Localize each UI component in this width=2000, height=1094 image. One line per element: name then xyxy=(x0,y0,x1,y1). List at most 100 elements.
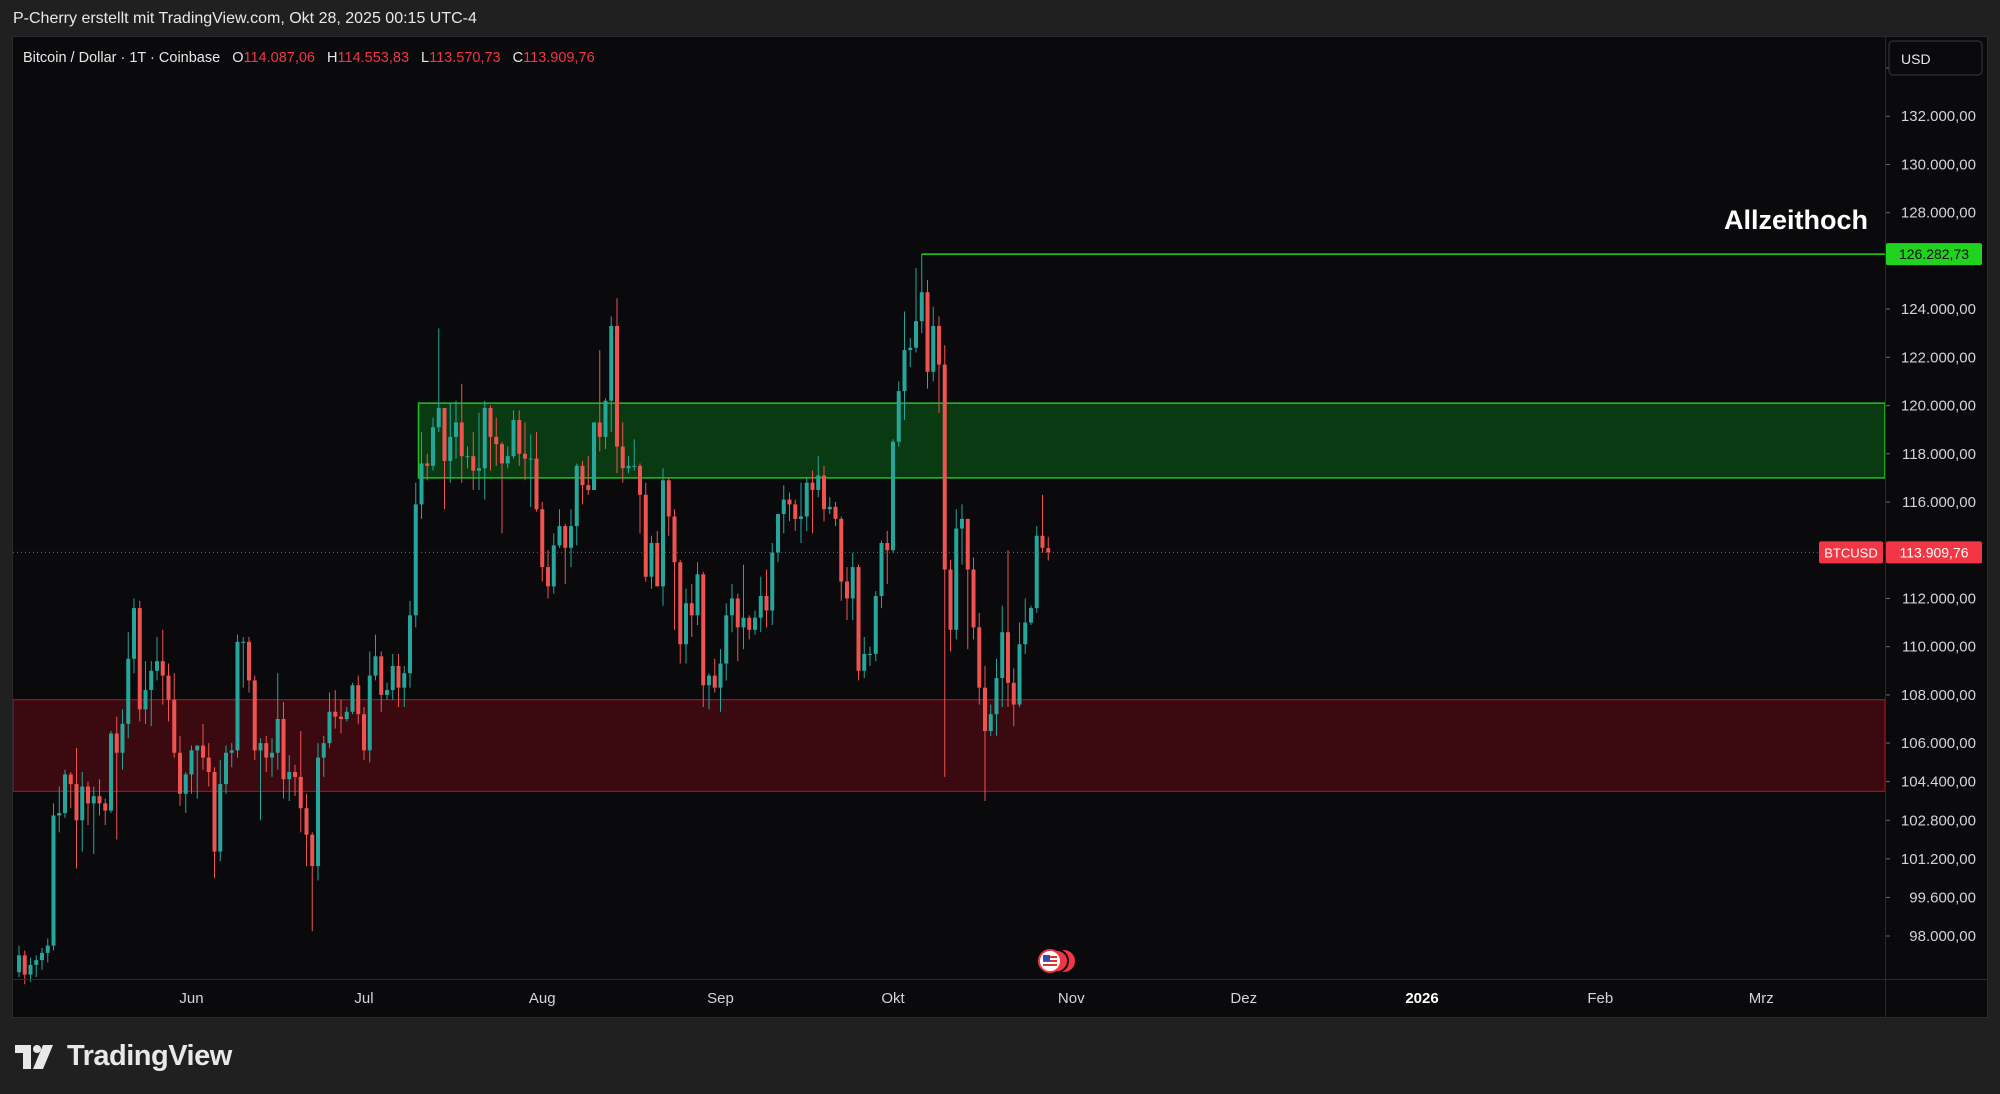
candle-body[interactable] xyxy=(413,504,418,616)
time-axis[interactable]: Jun Jul Aug Sep Okt Nov Dez 2026 Feb Mrz xyxy=(179,990,1773,1007)
candle-body[interactable] xyxy=(971,569,976,628)
candle-body[interactable] xyxy=(833,506,838,519)
candle-body[interactable] xyxy=(321,743,326,758)
candle-body[interactable] xyxy=(385,690,389,695)
candle-body[interactable] xyxy=(718,663,723,688)
candle-body[interactable] xyxy=(960,518,964,529)
candle-body[interactable] xyxy=(770,552,775,611)
candle-body[interactable] xyxy=(977,627,982,688)
candle-body[interactable] xyxy=(494,436,499,445)
candle-body[interactable] xyxy=(34,960,39,965)
candle-body[interactable] xyxy=(120,723,125,753)
candle-body[interactable] xyxy=(235,641,240,751)
candle-body[interactable] xyxy=(822,475,826,510)
candle-body[interactable] xyxy=(937,325,941,365)
currency-button[interactable]: USD xyxy=(1888,40,1983,76)
candle-body[interactable] xyxy=(178,752,182,794)
candle-body[interactable] xyxy=(114,733,119,753)
candle-body[interactable] xyxy=(615,325,619,447)
candle-body[interactable] xyxy=(166,675,171,700)
candle-body[interactable] xyxy=(724,615,729,664)
resistance-zone[interactable] xyxy=(417,402,1886,479)
candle-body[interactable] xyxy=(925,292,930,372)
candle-body[interactable] xyxy=(678,562,683,645)
candle-body[interactable] xyxy=(287,772,292,780)
candle-body[interactable] xyxy=(620,446,625,469)
candle-body[interactable] xyxy=(1017,644,1022,705)
candle-body[interactable] xyxy=(390,665,395,691)
candle-body[interactable] xyxy=(603,400,608,437)
candle-body[interactable] xyxy=(402,673,407,688)
candle-body[interactable] xyxy=(707,675,711,686)
candle-body[interactable] xyxy=(281,719,286,780)
candle-body[interactable] xyxy=(546,567,550,587)
candle-body[interactable] xyxy=(839,518,844,582)
candle-body[interactable] xyxy=(810,482,815,490)
candle-body[interactable] xyxy=(954,528,959,630)
candle-body[interactable] xyxy=(827,506,832,510)
candle-body[interactable] xyxy=(252,680,257,751)
candle-body[interactable] xyxy=(333,711,338,717)
candle-body[interactable] xyxy=(511,420,516,457)
candle-body[interactable] xyxy=(856,567,861,671)
candle-body[interactable] xyxy=(74,784,79,821)
candle-body[interactable] xyxy=(505,456,510,464)
candle-body[interactable] xyxy=(316,757,320,867)
candle-body[interactable] xyxy=(804,482,809,517)
candle-body[interactable] xyxy=(189,750,194,775)
events-flag-icon[interactable] xyxy=(1038,949,1075,973)
candle-body[interactable] xyxy=(22,955,27,975)
candle-body[interactable] xyxy=(97,796,102,804)
candle-body[interactable] xyxy=(63,774,67,814)
candle-body[interactable] xyxy=(500,444,504,464)
candle-body[interactable] xyxy=(580,465,585,486)
candle-body[interactable] xyxy=(551,545,556,587)
candle-body[interactable] xyxy=(477,468,481,471)
candle-body[interactable] xyxy=(638,465,642,495)
candle-body[interactable] xyxy=(275,719,280,753)
candle-body[interactable] xyxy=(758,596,763,618)
candle-body[interactable] xyxy=(914,321,918,348)
candle-body[interactable] xyxy=(454,422,458,437)
candle-body[interactable] xyxy=(557,526,562,546)
candle-body[interactable] xyxy=(816,475,821,490)
candle-body[interactable] xyxy=(459,422,464,457)
candle-body[interactable] xyxy=(632,465,637,467)
candle-body[interactable] xyxy=(155,661,159,671)
candle-body[interactable] xyxy=(948,569,953,630)
symbol-name[interactable]: Bitcoin / Dollar · 1T · Coinbase xyxy=(23,50,220,66)
candle-body[interactable] xyxy=(896,391,901,442)
candle-body[interactable] xyxy=(643,494,648,577)
candle-body[interactable] xyxy=(379,656,384,695)
candle-body[interactable] xyxy=(258,743,263,751)
candle-body[interactable] xyxy=(655,542,660,587)
candle-body[interactable] xyxy=(649,542,654,577)
candle-body[interactable] xyxy=(712,675,717,688)
candle-body[interactable] xyxy=(850,567,855,599)
candle-body[interactable] xyxy=(350,685,355,712)
candle-body[interactable] xyxy=(293,772,297,777)
candle-body[interactable] xyxy=(229,750,234,753)
candle-body[interactable] xyxy=(212,772,217,852)
support-zone[interactable] xyxy=(13,699,1886,792)
candle-body[interactable] xyxy=(218,784,223,852)
candle-body[interactable] xyxy=(597,422,602,437)
candle-body[interactable] xyxy=(436,407,441,428)
candle-body[interactable] xyxy=(528,458,533,460)
candle-body[interactable] xyxy=(431,427,435,466)
candle-body[interactable] xyxy=(247,641,251,681)
candlestick-chart[interactable]: Allzeithoch 98.000,00 99.600,00 101.200,00… xyxy=(13,37,1987,1017)
candle-body[interactable] xyxy=(1011,682,1016,705)
candle-body[interactable] xyxy=(172,699,177,753)
candle-body[interactable] xyxy=(517,420,522,454)
candle-body[interactable] xyxy=(482,407,487,469)
candle-body[interactable] xyxy=(362,714,366,751)
candle-body[interactable] xyxy=(661,480,665,587)
candle-body[interactable] xyxy=(931,325,936,372)
candle-body[interactable] xyxy=(195,745,200,751)
candle-body[interactable] xyxy=(741,617,746,628)
candle-body[interactable] xyxy=(1029,608,1033,623)
candle-body[interactable] xyxy=(80,786,85,821)
candle-body[interactable] xyxy=(873,596,878,654)
candle-body[interactable] xyxy=(327,711,332,744)
